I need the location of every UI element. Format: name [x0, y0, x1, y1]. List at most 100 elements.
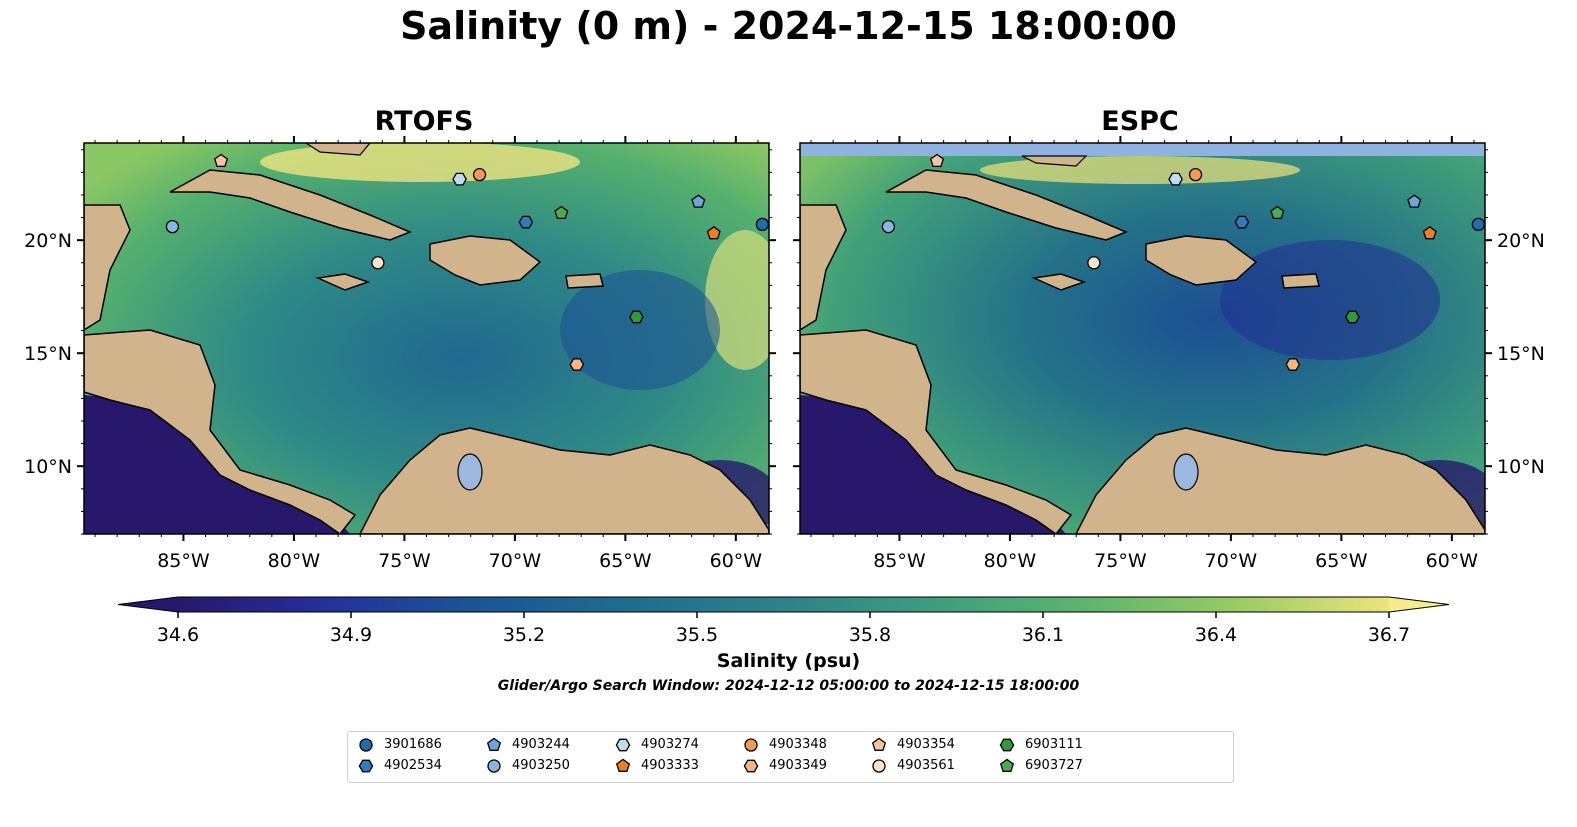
lon-tick-label: 75°W	[1094, 550, 1147, 572]
colorbar-extend-high	[1389, 597, 1449, 612]
colorbar-tick-label: 35.2	[503, 624, 545, 646]
legend-marker-hexagon-icon	[743, 759, 759, 773]
lake-maracaibo	[457, 453, 483, 491]
lat-tick-label: 20°N	[24, 230, 72, 252]
lon-tick-label: 60°W	[1426, 550, 1479, 572]
legend-label: 4903561	[897, 758, 955, 773]
legend-marker-3901686	[359, 738, 373, 752]
lon-tick-label: 65°W	[599, 550, 652, 572]
high-salinity-patch	[980, 156, 1300, 184]
legend-marker-pentagon-icon	[615, 758, 631, 772]
float-marker-4903348	[472, 167, 487, 182]
legend-label: 4903333	[641, 758, 699, 773]
legend-marker-4903349	[743, 759, 759, 773]
legend-marker-4903348	[744, 738, 758, 752]
float-markers	[165, 153, 1486, 371]
panel-title-rtofs: RTOFS	[374, 106, 474, 137]
float-legend: 3901686 4902534 4903244 4903250 4903274 49033…	[347, 731, 1234, 783]
map-panel-rtofs	[84, 143, 769, 534]
legend-marker-pentagon-icon	[871, 737, 887, 751]
legend-label: 4903348	[769, 737, 827, 752]
hispaniola-island	[429, 235, 542, 286]
float-marker-4903244	[1407, 194, 1422, 208]
yucatan-land	[84, 204, 131, 331]
colorbar-bar	[178, 597, 1389, 612]
legend-marker-circle-icon	[359, 738, 373, 752]
legend-label: 6903727	[1025, 758, 1083, 773]
panel-title-espc: ESPC	[1101, 106, 1179, 137]
colorbar	[117, 596, 1450, 613]
south-america-land	[359, 427, 769, 534]
float-marker-4903349	[1285, 358, 1301, 371]
puerto-rico-island	[1281, 273, 1320, 289]
legend-marker-pentagon-icon	[999, 758, 1015, 772]
legend-marker-4903333	[615, 758, 631, 772]
float-marker-4902534	[1234, 215, 1250, 229]
float-marker-4903333	[706, 225, 721, 240]
legend-label: 4903250	[512, 758, 570, 773]
yucatan-land	[800, 204, 847, 331]
legend-marker-4903561	[872, 759, 886, 773]
axes: 85°W 80°W 75°W 70°W 65°W 60°W 85°W 80°W 75°W 70°W…	[24, 136, 1545, 572]
float-marker-3901686	[1471, 217, 1486, 232]
lon-tick-label: 75°W	[378, 550, 431, 572]
south-america-land	[1075, 427, 1485, 534]
colorbar-tick-label: 35.8	[849, 624, 891, 646]
central-america-land	[800, 329, 1073, 534]
float-marker-4903348	[1188, 167, 1203, 182]
lon-tick-label: 70°W	[1205, 550, 1258, 572]
colorbar-tick-label: 35.5	[676, 624, 718, 646]
legend-label: 4903354	[897, 737, 955, 752]
legend-label: 4902534	[384, 758, 442, 773]
legend-label: 4903349	[769, 758, 827, 773]
search-window-caption: Glider/Argo Search Window: 2024-12-12 05…	[497, 678, 1080, 694]
colorbar-tick-label: 34.9	[330, 624, 372, 646]
colorbar-tick-label: 36.4	[1195, 624, 1237, 646]
float-marker-6903111	[1345, 310, 1360, 324]
hispaniola-island	[1145, 235, 1258, 286]
float-marker-4903354	[213, 153, 229, 168]
legend-label: 6903111	[1025, 737, 1083, 752]
lon-tick-label: 70°W	[489, 550, 542, 572]
float-marker-6903111	[629, 310, 644, 324]
map-panel-espc	[800, 143, 1485, 534]
high-salinity-patch	[705, 230, 769, 370]
float-marker-3901686	[755, 217, 770, 232]
colorbar-tick-label: 34.6	[157, 624, 199, 646]
jamaica-island	[1031, 273, 1087, 291]
colorbar-tick-label: 36.1	[1022, 624, 1064, 646]
float-marker-4902534	[518, 215, 534, 229]
float-marker-4903349	[569, 358, 585, 371]
float-marker-6903727	[1270, 205, 1285, 220]
lake-maracaibo	[1173, 453, 1199, 491]
legend-marker-circle-icon	[744, 738, 758, 752]
lat-tick-label: 20°N	[1497, 230, 1545, 252]
lat-tick-label: 10°N	[24, 456, 72, 478]
high-salinity-patch	[260, 143, 580, 182]
float-marker-4903250	[165, 219, 180, 234]
legend-label: 4903274	[641, 737, 699, 752]
lon-tick-label: 60°W	[710, 550, 763, 572]
legend-label: 3901686	[384, 737, 442, 752]
float-marker-4903244	[691, 194, 706, 208]
legend-marker-circle-icon	[872, 759, 886, 773]
legend-marker-hexagon-icon	[358, 759, 374, 773]
legend-marker-hexagon-icon	[999, 738, 1015, 752]
legend-marker-4903250	[487, 759, 501, 773]
legend-label: 4903244	[512, 737, 570, 752]
colorbar-extend-low	[118, 597, 178, 612]
legend-marker-4902534	[358, 759, 374, 773]
puerto-rico-island	[565, 273, 604, 289]
legend-marker-4903244	[486, 737, 502, 751]
legend-marker-6903727	[999, 758, 1015, 772]
float-marker-4903274	[1168, 172, 1183, 186]
float-marker-4903561	[371, 256, 385, 270]
lat-tick-label: 10°N	[1497, 456, 1545, 478]
main-title: Salinity (0 m) - 2024-12-15 18:00:00	[400, 4, 1177, 48]
colorbar-label: Salinity (psu)	[716, 650, 861, 672]
florida-land	[1021, 155, 1088, 167]
lat-tick-label: 15°N	[1497, 343, 1545, 365]
lon-tick-label: 65°W	[1315, 550, 1368, 572]
float-marker-4903274	[452, 172, 467, 186]
